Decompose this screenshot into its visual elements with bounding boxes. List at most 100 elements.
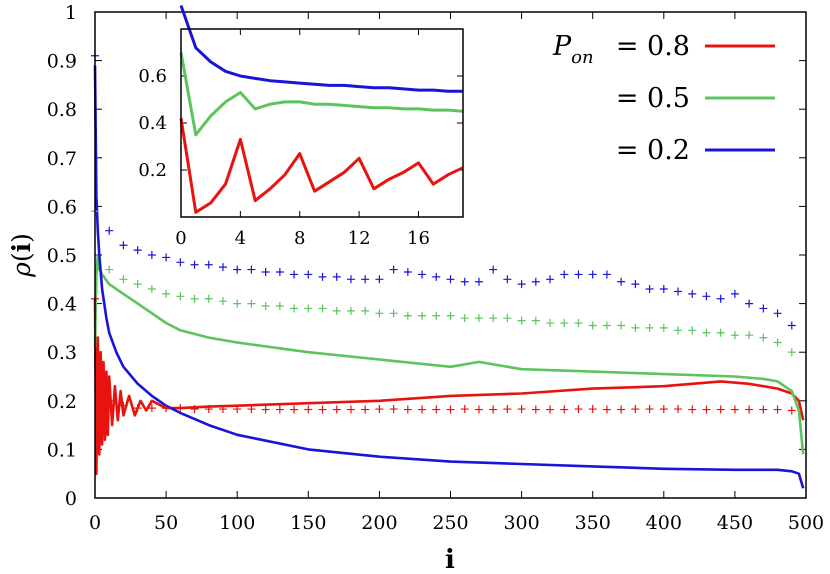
plus-marker <box>474 405 483 414</box>
plus-marker <box>617 321 626 330</box>
plus-marker <box>787 348 796 357</box>
plus-marker <box>318 272 327 281</box>
plus-marker <box>375 405 384 414</box>
plus-marker <box>674 405 683 414</box>
plus-marker <box>346 306 355 315</box>
y-tick-label: 0.4 <box>47 294 77 316</box>
plus-marker <box>631 405 640 414</box>
plus-marker <box>702 328 711 337</box>
plus-marker <box>460 405 469 414</box>
plus-marker <box>659 405 668 414</box>
plus-marker <box>659 285 668 294</box>
plus-marker <box>418 270 427 279</box>
plus-marker <box>446 405 455 414</box>
plus-marker <box>787 406 796 415</box>
plus-marker <box>389 405 398 414</box>
plus-marker <box>204 405 213 414</box>
plus-marker <box>290 304 299 313</box>
plus-marker <box>133 246 142 255</box>
plus-marker <box>631 280 640 289</box>
y-tick-label: 0.9 <box>47 51 77 73</box>
plus-marker <box>318 405 327 414</box>
plus-marker <box>645 405 654 414</box>
plus-marker <box>361 275 370 284</box>
plus-marker <box>446 275 455 284</box>
plus-marker <box>204 294 213 303</box>
inset-series-line-2 <box>179 52 464 137</box>
plus-marker <box>119 241 128 250</box>
y-tick-label: 0.5 <box>47 245 77 267</box>
plus-marker <box>218 297 227 306</box>
legend-entry-3-label: = 0.2 <box>616 135 690 166</box>
x-tick-label: 450 <box>717 512 753 534</box>
plus-marker <box>602 321 611 330</box>
legend-title-sub: on <box>571 47 593 68</box>
plus-marker <box>474 277 483 286</box>
plus-marker <box>418 405 427 414</box>
plus-marker <box>688 289 697 298</box>
plus-marker <box>773 309 782 318</box>
plus-marker <box>304 304 313 313</box>
plus-marker <box>489 265 498 274</box>
plus-marker <box>517 316 526 325</box>
plus-marker <box>716 405 725 414</box>
plus-marker <box>546 275 555 284</box>
plus-marker <box>119 401 128 410</box>
plus-marker <box>318 304 327 313</box>
plus-marker <box>588 321 597 330</box>
plus-marker <box>261 405 270 414</box>
legend: Pon = 0.8 = 0.5 = 0.2 <box>552 31 775 166</box>
plus-marker <box>531 316 540 325</box>
plus-marker <box>204 260 213 269</box>
plus-marker <box>261 268 270 277</box>
plus-marker <box>375 275 384 284</box>
plus-marker <box>147 251 156 259</box>
plus-marker <box>503 405 512 414</box>
plus-marker <box>190 260 199 269</box>
inset-series-line-1 <box>179 118 464 214</box>
plus-marker <box>631 323 640 332</box>
plus-marker <box>247 405 256 414</box>
inset-y-tick-label: 0.6 <box>138 66 167 87</box>
plus-marker <box>403 405 412 414</box>
inset-plot-area <box>179 5 464 214</box>
plus-marker <box>730 289 739 298</box>
plus-marker <box>773 338 782 347</box>
inset-x-tick-label: 4 <box>235 228 246 249</box>
inset-y-tick-label: 0.4 <box>138 113 167 134</box>
plus-marker <box>517 280 526 289</box>
plus-marker <box>162 289 171 298</box>
plus-marker <box>247 265 256 274</box>
plus-marker <box>233 265 242 274</box>
plus-marker <box>446 311 455 320</box>
plus-marker <box>645 323 654 332</box>
inset-series-line-3 <box>179 5 463 93</box>
plus-marker <box>659 323 668 332</box>
plus-marker <box>432 272 441 281</box>
series-line-1 <box>93 298 805 476</box>
plus-marker <box>105 226 114 235</box>
plus-marker <box>745 405 754 414</box>
legend-entry-2-label: = 0.5 <box>616 83 690 114</box>
x-axis-label: i <box>445 545 455 574</box>
plus-marker <box>759 405 768 414</box>
inset-x-tick-label: 8 <box>294 228 305 249</box>
plus-marker <box>133 404 142 413</box>
plus-marker <box>190 294 199 303</box>
plus-marker <box>560 405 569 414</box>
plus-marker <box>332 306 341 315</box>
inset-tick-labels: 0 4 8 12 16 0.2 0.4 0.6 <box>138 66 430 249</box>
plus-marker <box>674 326 683 335</box>
x-tick-label: 150 <box>290 512 326 534</box>
plus-marker <box>574 270 583 279</box>
plus-marker <box>503 314 512 323</box>
plus-marker <box>460 314 469 323</box>
plus-marker <box>389 309 398 318</box>
y-tick-label: 0.8 <box>47 99 77 121</box>
plus-marker <box>105 396 114 405</box>
inset-x-tick-label: 16 <box>407 228 430 249</box>
plus-marker <box>233 299 242 308</box>
y-tick-label: 1 <box>65 2 77 24</box>
plus-marker <box>389 265 398 274</box>
x-tick-label: 250 <box>432 512 468 534</box>
